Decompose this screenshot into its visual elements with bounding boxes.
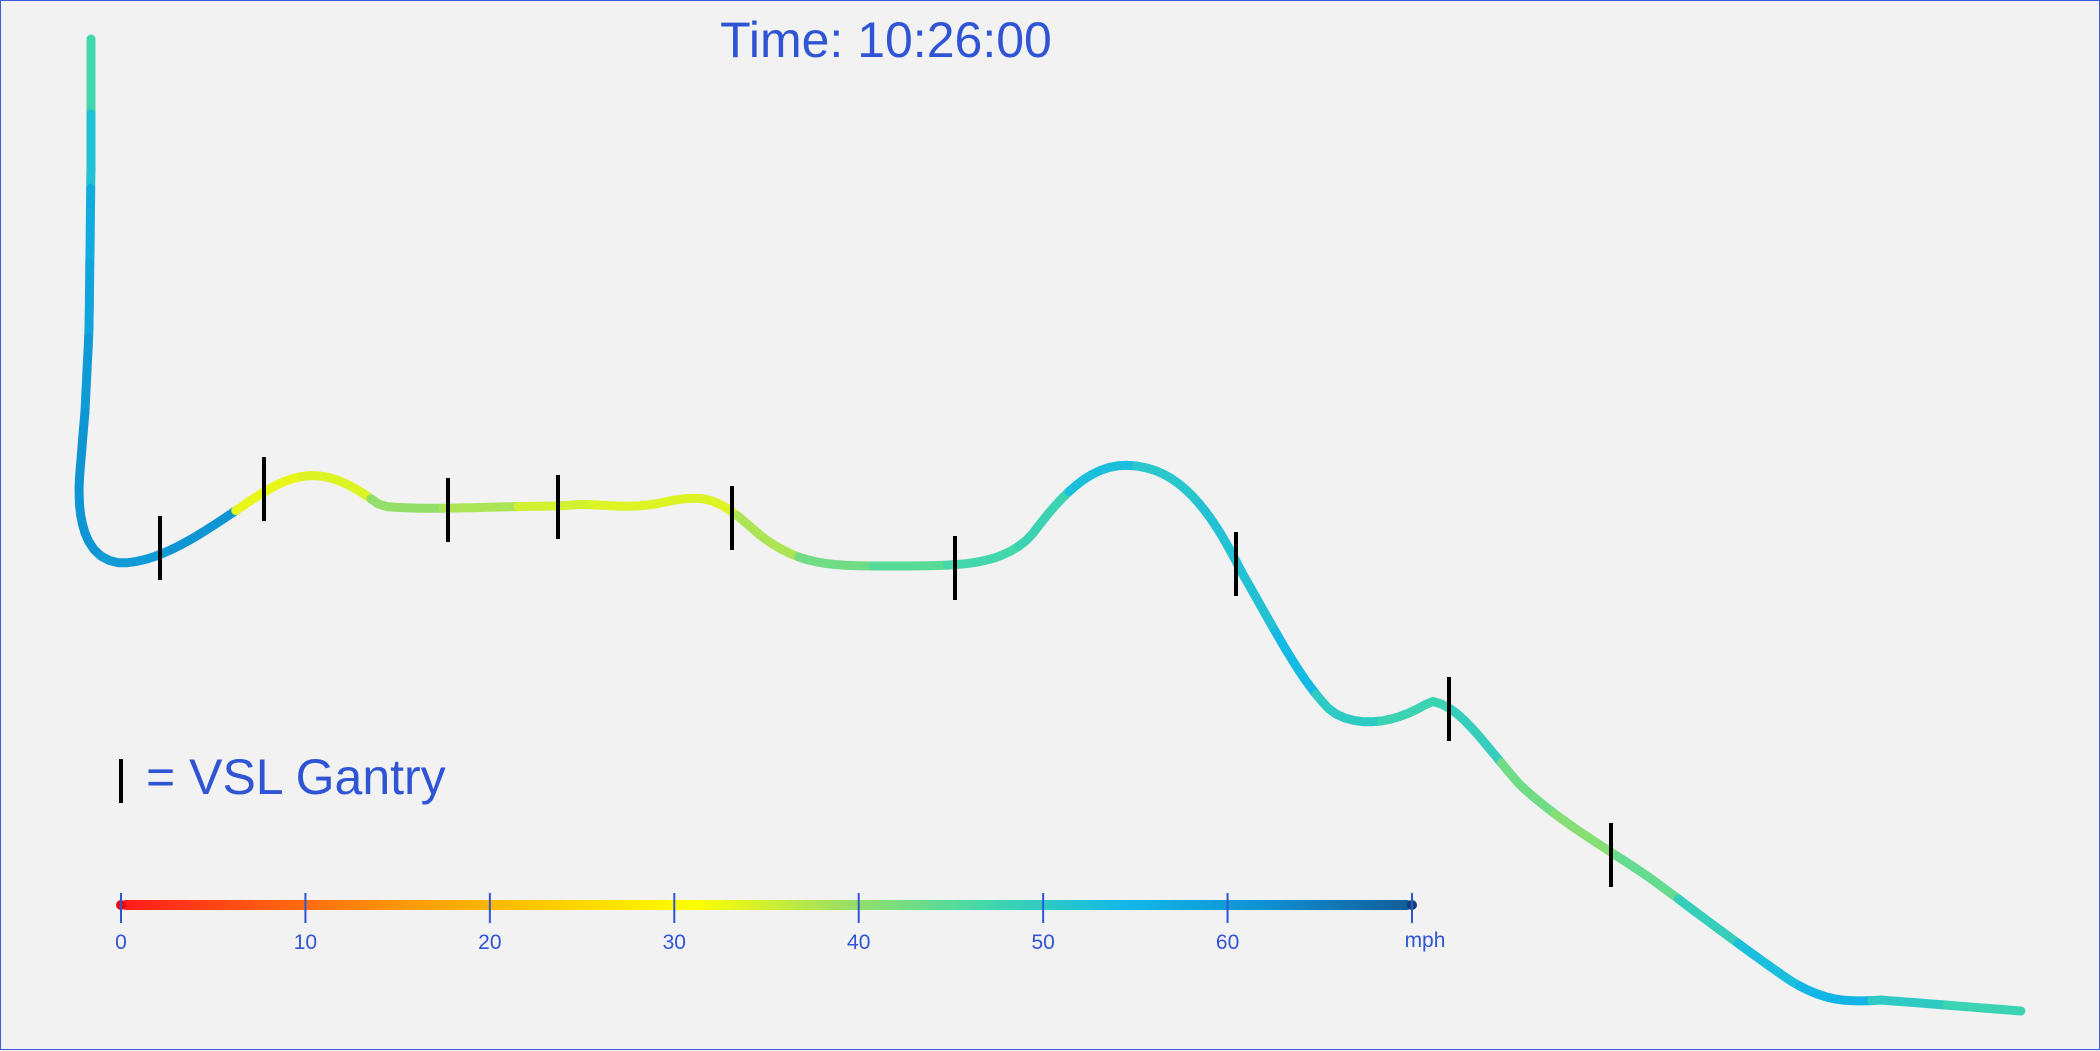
time-label: Time: 10:26:00 bbox=[720, 12, 1052, 68]
corridor-segment bbox=[1069, 465, 1136, 491]
corridor-segment bbox=[172, 511, 236, 550]
corridor-segment bbox=[443, 507, 518, 509]
vsl-gantries bbox=[160, 457, 1611, 887]
corridor-segment bbox=[79, 413, 85, 488]
corridor-segment bbox=[1019, 492, 1070, 547]
scale-tick-label: 60 bbox=[1216, 931, 1239, 954]
corridor-segment bbox=[236, 477, 302, 511]
corridor-segment bbox=[799, 557, 873, 566]
corridor-segment bbox=[1450, 709, 1501, 763]
corridor-segment bbox=[1555, 814, 1617, 856]
corridor-segment bbox=[1947, 1005, 2022, 1011]
corridor-segment bbox=[85, 338, 89, 413]
scale-tick-label: 30 bbox=[663, 931, 686, 954]
corridor-segment bbox=[593, 502, 667, 507]
corridor-segment bbox=[873, 565, 948, 566]
scale-tick-label: 10 bbox=[294, 931, 317, 954]
corridor-segment bbox=[89, 263, 90, 338]
corridor-segment bbox=[1678, 899, 1738, 944]
corridor-segment bbox=[1617, 856, 1678, 899]
corridor-segment bbox=[737, 516, 799, 557]
corridor-segment bbox=[1239, 567, 1276, 632]
scale-tick-label: 40 bbox=[847, 931, 870, 954]
scale-tick-label: 50 bbox=[1031, 931, 1054, 954]
color-scale-bar bbox=[121, 900, 1412, 910]
gantry-legend-label: = VSL Gantry bbox=[146, 749, 446, 805]
corridor-segment bbox=[371, 499, 443, 509]
corridor-segment bbox=[1381, 701, 1450, 721]
corridor-segment bbox=[1501, 763, 1555, 814]
corridor-segment bbox=[1872, 1000, 1947, 1005]
gantry-legend: = VSL Gantry bbox=[121, 749, 446, 805]
speed-color-scale: mph 0 10 20 30 40 50 60 bbox=[115, 893, 1445, 954]
corridor-segment bbox=[667, 498, 737, 515]
corridor-segment bbox=[1136, 466, 1199, 503]
corridor-segment bbox=[90, 189, 91, 264]
scale-tick-label: 20 bbox=[478, 931, 501, 954]
scale-tick-label: 0 bbox=[115, 931, 127, 954]
corridor-segment bbox=[302, 476, 371, 499]
corridor-segment bbox=[1800, 986, 1872, 1001]
scale-unit-label: mph bbox=[1405, 929, 1446, 952]
corridor-segment bbox=[1199, 503, 1239, 566]
freeway-corridor bbox=[79, 39, 2021, 1011]
corridor-segment bbox=[1316, 694, 1381, 722]
corridor-segment bbox=[518, 505, 593, 507]
corridor-segment bbox=[79, 487, 101, 556]
corridor-segment bbox=[947, 546, 1018, 565]
corridor-segment bbox=[1738, 944, 1799, 987]
corridor-segment bbox=[1275, 632, 1316, 695]
